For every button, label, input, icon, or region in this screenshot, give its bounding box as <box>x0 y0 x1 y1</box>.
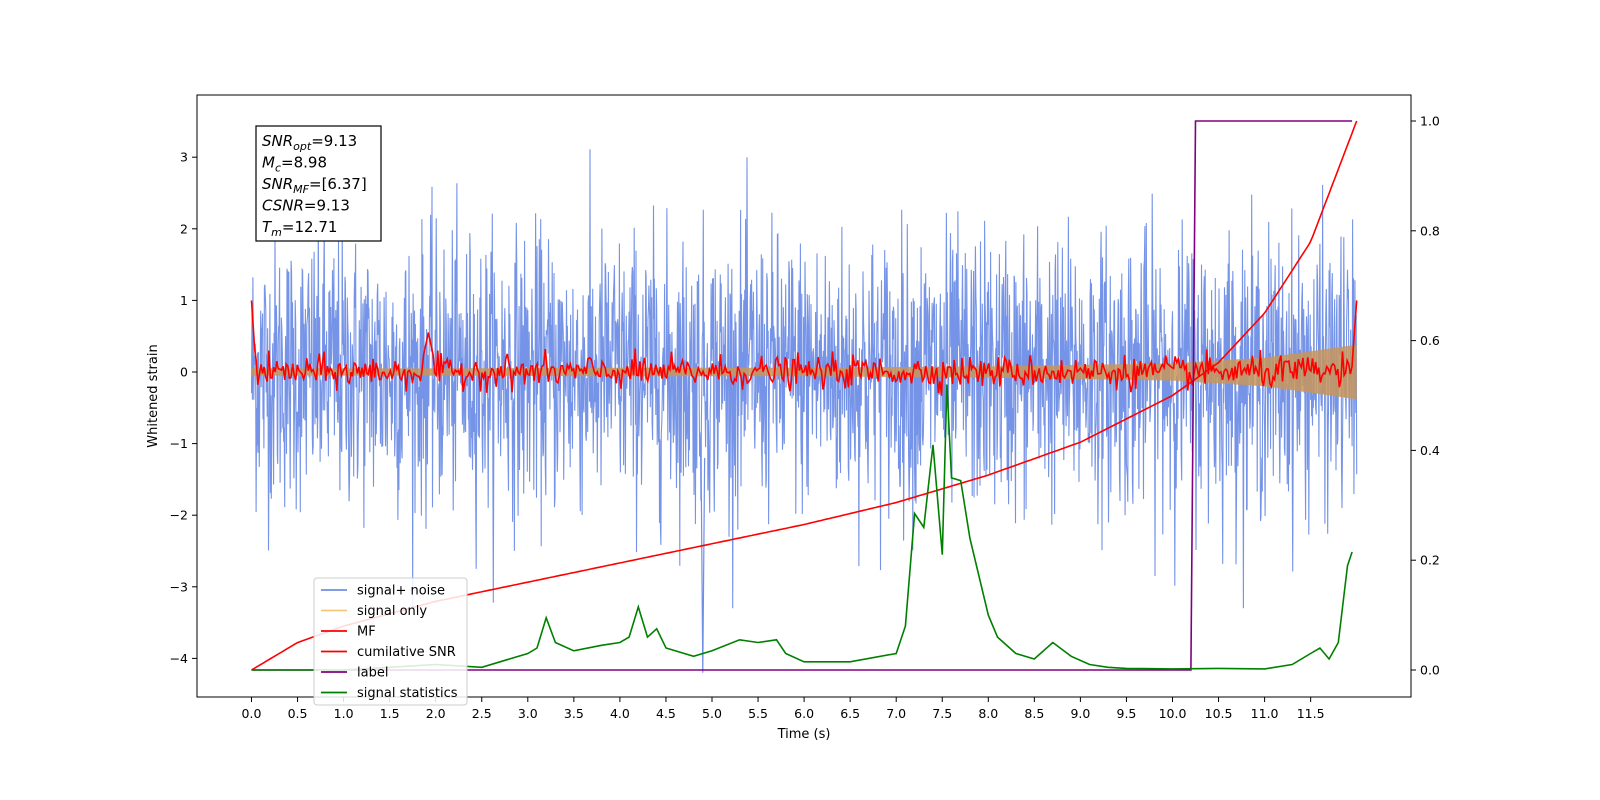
line-signal-noise-spike <box>700 443 706 673</box>
legend-item: signal only <box>321 604 427 619</box>
x-tick-label: 4.0 <box>610 706 630 721</box>
x-tick-label: 8.0 <box>978 706 998 721</box>
x-tick-label: 3.5 <box>564 706 584 721</box>
x-tick-label: 7.5 <box>932 706 952 721</box>
annotation-line: Mc=8.98 <box>262 154 327 175</box>
y-axis-left: −4 −3 −2 −1 0 1 2 3 <box>170 150 197 666</box>
y-right-tick-label: 0.8 <box>1420 223 1440 238</box>
x-tick-label: 1.5 <box>380 706 400 721</box>
legend-label: MF <box>357 625 376 640</box>
y-right-tick-label: 0.0 <box>1420 663 1440 678</box>
x-tick-label: 4.5 <box>656 706 676 721</box>
y-left-tick-label: −2 <box>170 508 188 523</box>
x-tick-label: 7.0 <box>886 706 906 721</box>
x-tick-label: 11.5 <box>1297 706 1325 721</box>
legend: signal+ noise signal only MF cumilative SNR… <box>313 577 468 706</box>
line-label <box>251 120 1353 671</box>
x-axis: 0.0 0.5 1.0 1.5 2.0 2.5 3.0 3.5 4.0 4.5 5.0 5.5 6.0 6… <box>242 697 1325 721</box>
series-mf <box>250 300 1358 396</box>
series-signal-statistics <box>251 384 1353 671</box>
legend-label: label <box>357 666 388 681</box>
x-tick-label: 0.5 <box>288 706 308 721</box>
legend-item: MF <box>321 625 376 640</box>
x-tick-label: 0.0 <box>242 706 262 721</box>
y-left-tick-label: −1 <box>170 436 188 451</box>
y-right-tick-label: 0.2 <box>1420 553 1440 568</box>
x-tick-label: 8.5 <box>1024 706 1044 721</box>
annotation-line: Tm=12.71 <box>262 218 337 239</box>
x-tick-label: 10.5 <box>1205 706 1233 721</box>
x-tick-label: 11.0 <box>1251 706 1279 721</box>
x-tick-label: 10.0 <box>1159 706 1187 721</box>
y-left-tick-label: 0 <box>180 365 188 380</box>
x-tick-label: 3.0 <box>518 706 538 721</box>
y-axis-right: 0.0 0.2 0.4 0.6 0.8 1.0 <box>1411 114 1440 678</box>
series-signal-noise <box>250 149 1358 673</box>
annotation-line: CSNR=9.13 <box>262 197 350 215</box>
x-tick-label: 9.5 <box>1117 706 1137 721</box>
line-signal-noise <box>250 149 1358 609</box>
series-label <box>251 120 1353 671</box>
x-tick-label: 6.0 <box>794 706 814 721</box>
legend-frame <box>313 577 468 706</box>
legend-label: cumilative SNR <box>357 645 456 660</box>
annotation-line: SNRopt=9.13 <box>262 132 357 153</box>
line-mf <box>250 300 1358 396</box>
annotation-frame <box>255 125 382 242</box>
legend-label: signal statistics <box>357 686 458 701</box>
y-right-tick-label: 1.0 <box>1420 114 1440 129</box>
x-tick-label: 6.5 <box>840 706 860 721</box>
legend-item: signal+ noise <box>321 584 445 599</box>
y-right-tick-label: 0.4 <box>1420 443 1440 458</box>
legend-item: label <box>321 666 388 681</box>
legend-label: signal+ noise <box>357 584 445 599</box>
y-left-tick-label: 1 <box>180 293 188 308</box>
x-tick-label: 5.5 <box>748 706 768 721</box>
y-left-tick-label: −3 <box>170 579 188 594</box>
y-axis-label: Whitened strain <box>146 344 161 447</box>
line-signal-statistics <box>251 384 1353 671</box>
legend-label: signal only <box>357 604 427 619</box>
x-tick-label: 5.0 <box>702 706 722 721</box>
y-left-tick-label: 3 <box>180 150 188 165</box>
y-left-tick-label: 2 <box>180 221 188 236</box>
x-tick-label: 9.0 <box>1070 706 1090 721</box>
legend-item: cumilative SNR <box>321 645 456 660</box>
x-tick-label: 1.0 <box>334 706 354 721</box>
y-right-tick-label: 0.6 <box>1420 333 1440 348</box>
x-tick-label: 2.0 <box>426 706 446 721</box>
x-tick-label: 2.5 <box>472 706 492 721</box>
y-left-tick-label: −4 <box>170 651 188 666</box>
x-axis-label: Time (s) <box>777 727 831 742</box>
annotation-line: SNRMF=[6.37] <box>262 175 367 196</box>
legend-item: signal statistics <box>321 686 458 701</box>
